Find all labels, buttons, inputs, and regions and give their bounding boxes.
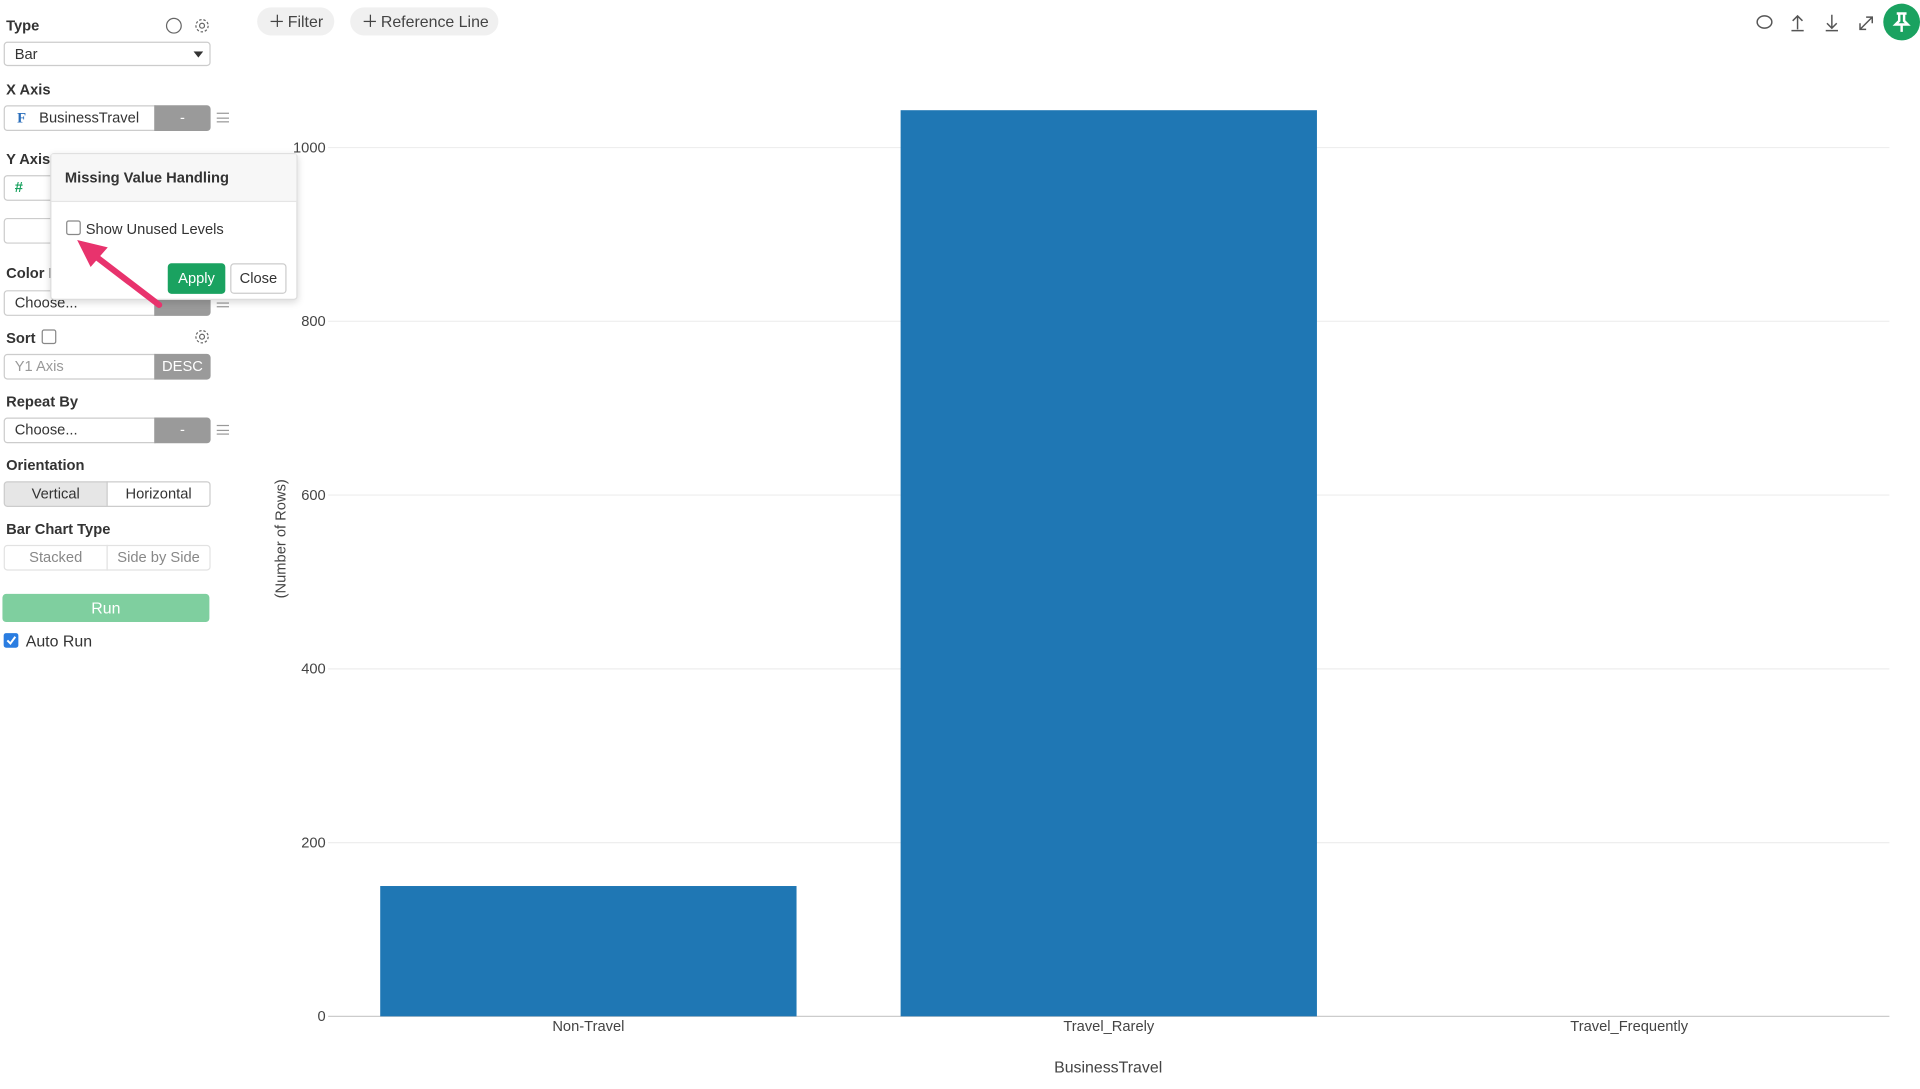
bar (380, 886, 797, 1017)
bar-type-option[interactable]: Stacked (3, 544, 108, 571)
y-axis-title: (Number of Rows) (273, 479, 289, 598)
auto-run-label: Auto Run (25, 631, 93, 651)
x-axis-value: BusinessTravel (39, 108, 140, 127)
sort-label: Sort (6, 329, 36, 347)
orientation-option[interactable]: Horizontal (106, 481, 211, 507)
run-button[interactable]: Run (2, 593, 210, 623)
popup: Missing Value Handling Show Unused Level… (50, 153, 298, 301)
sort-checkbox[interactable] (41, 329, 57, 345)
reference-line-button[interactable]: Reference Line (350, 7, 499, 36)
y-tick-label: 0 (318, 1009, 326, 1025)
comment-icon[interactable] (1756, 15, 1773, 29)
popup-header (51, 154, 297, 203)
auto-run-checkbox[interactable] (3, 633, 19, 648)
sort-value: Y1 Axis (14, 357, 64, 375)
y-tick-label: 600 (301, 488, 326, 504)
type-value: Bar (14, 45, 38, 63)
x-axis-label: X Axis (6, 80, 51, 98)
y-tick-label: 200 (301, 835, 326, 851)
type-icons (165, 17, 209, 34)
y-tick-label: 400 (301, 662, 326, 678)
x-axis-title: BusinessTravel (1054, 1060, 1162, 1077)
y-tick-label: 800 (301, 314, 326, 330)
x-tick-label: Travel_Rarely (1063, 1019, 1155, 1035)
repeat-field[interactable]: Choose... (3, 417, 156, 444)
sort-settings-icon[interactable] (192, 327, 212, 347)
help-icon[interactable] (165, 17, 182, 34)
repeat-button[interactable]: - (154, 417, 211, 444)
repeat-value: Choose... (14, 421, 78, 439)
close-button[interactable]: Close (230, 263, 287, 294)
expand-icon[interactable] (1859, 16, 1873, 31)
unused-levels-label: Show Unused Levels (85, 220, 224, 238)
repeat-menu[interactable] (216, 424, 229, 435)
bar (900, 110, 1317, 1017)
y-axis-label: Y Axis (6, 150, 51, 168)
settings-icon[interactable] (195, 18, 209, 33)
type-label: Type (6, 17, 40, 35)
sort-direction[interactable]: DESC (154, 353, 211, 380)
orientation-label: Orientation (6, 456, 85, 474)
x-tick-label: Non-Travel (552, 1019, 624, 1035)
download-icon[interactable] (1825, 14, 1838, 32)
y-tick-label: 1000 (293, 140, 326, 156)
filter-button[interactable]: Filter (257, 7, 335, 36)
x-axis-menu[interactable] (216, 112, 229, 123)
unused-levels-checkbox[interactable] (66, 220, 81, 236)
popup-title: Missing Value Handling (64, 168, 230, 187)
pin-button[interactable] (1883, 3, 1920, 41)
repeat-label: Repeat By (6, 393, 78, 411)
sort-field[interactable]: Y1 Axis (3, 353, 156, 380)
x-axis-field[interactable]: F BusinessTravel (3, 105, 156, 132)
orientation-option[interactable]: Vertical (3, 481, 108, 507)
apply-button[interactable]: Apply (167, 263, 226, 294)
bar-type-label: Bar Chart Type (6, 520, 111, 538)
toolbar-icons (1756, 14, 1873, 32)
type-select[interactable]: Bar (3, 41, 211, 67)
reference-line-text: Reference Line (380, 12, 489, 31)
bar-type-option[interactable]: Side by Side (106, 544, 211, 571)
filter-text: Filter (287, 12, 324, 31)
x-axis-button[interactable]: - (154, 105, 211, 132)
annotation-arrow (77, 240, 163, 308)
upload-icon[interactable] (1791, 14, 1804, 32)
x-tick-label: Travel_Frequently (1570, 1019, 1688, 1035)
